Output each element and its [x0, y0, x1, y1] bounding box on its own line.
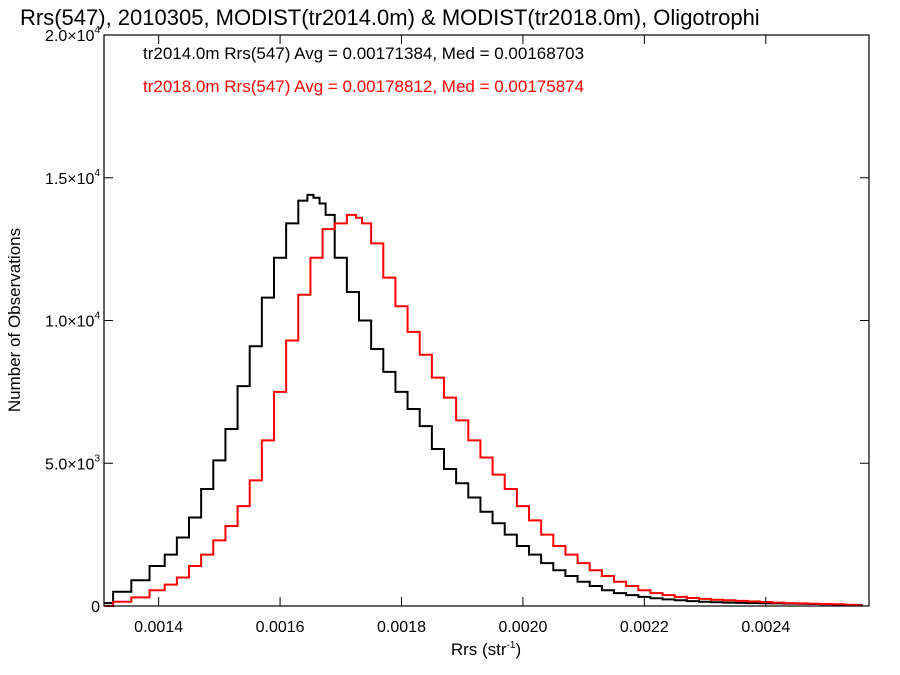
x-axis-label-close: ) — [515, 640, 521, 659]
x-tick-label: 0.0018 — [377, 619, 426, 636]
y-tick-exponent: 3 — [94, 453, 100, 464]
y-tick-label: 1.0×104 — [45, 311, 100, 331]
y-tick-mantissa: 1.5×10 — [45, 171, 94, 188]
series-line-tr2018.0m — [104, 213, 863, 607]
ticks-layer: 0.0014 0.0016 0.0018 0.0020 0.0022 0.0024 0 5.0… — [45, 25, 869, 636]
y-tick-exponent: 4 — [94, 311, 100, 322]
x-axis-label: Rrs (str-1) — [451, 640, 521, 659]
x-tick-label: 0.0014 — [134, 619, 183, 636]
y-tick-mantissa: 0 — [91, 599, 100, 616]
legend-annotation-tr2014: tr2014.0m Rrs(547) Avg = 0.00171384, Med… — [143, 44, 584, 63]
y-tick-mantissa: 1.0×10 — [45, 314, 94, 331]
chart-title: Rrs(547), 2010305, MODIST(tr2014.0m) & M… — [20, 5, 760, 30]
x-tick-label: 0.0022 — [620, 619, 669, 636]
y-tick-label: 1.5×104 — [45, 168, 100, 188]
y-tick-mantissa: 2.0×10 — [45, 28, 94, 45]
y-axis-label: Number of Observations — [5, 228, 24, 412]
series-layer — [104, 193, 863, 607]
x-axis-label-exponent: -1 — [507, 640, 516, 651]
y-tick-exponent: 4 — [94, 25, 100, 36]
y-tick-exponent: 4 — [94, 168, 100, 179]
legend-annotation-tr2018: tr2018.0m Rrs(547) Avg = 0.00178812, Med… — [143, 77, 584, 96]
x-tick-label: 0.0016 — [256, 619, 305, 636]
y-tick-mantissa: 5.0×10 — [45, 456, 94, 473]
y-tick-label: 5.0×103 — [45, 453, 100, 473]
x-tick-label: 0.0024 — [741, 619, 790, 636]
x-tick-label: 0.0020 — [498, 619, 547, 636]
y-tick-label: 2.0×104 — [45, 25, 100, 45]
series-line-tr2014.0m — [104, 193, 863, 607]
x-axis-label-text: Rrs (str — [451, 640, 507, 659]
plot-frame — [103, 34, 870, 607]
y-tick-label: 0 — [91, 599, 100, 616]
